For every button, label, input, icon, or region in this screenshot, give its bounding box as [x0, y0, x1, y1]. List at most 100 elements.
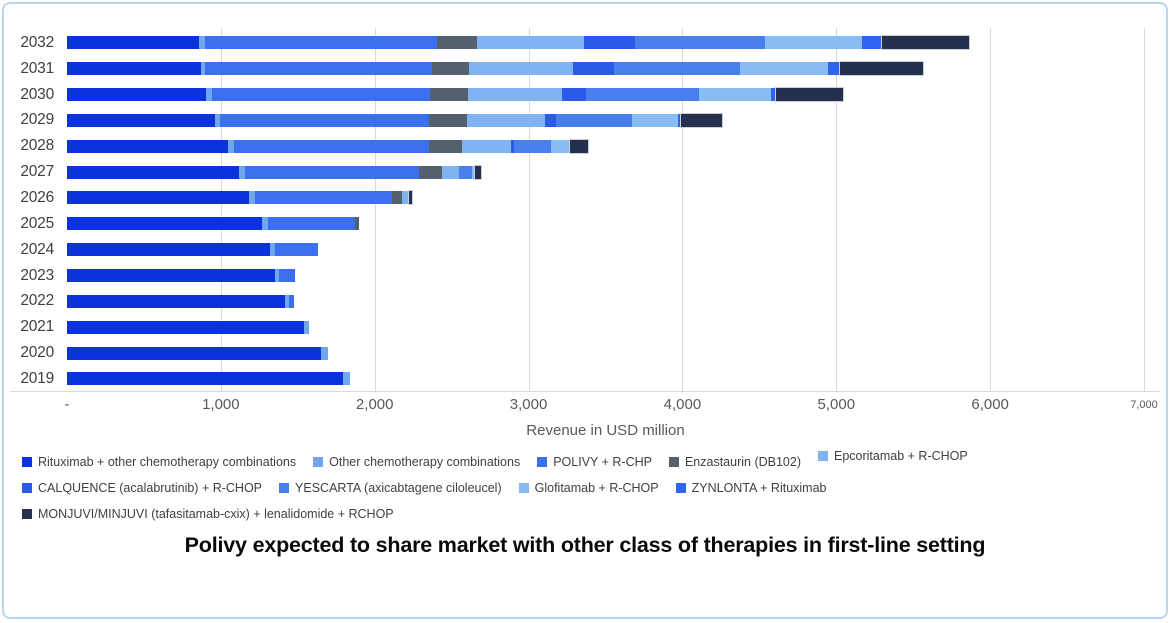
- legend-row: Rituximab + other chemotherapy combinati…: [22, 449, 1148, 469]
- bar-segment: [419, 165, 442, 179]
- gridline: [990, 28, 992, 392]
- bar-segment: [545, 113, 557, 127]
- bar-segment: [469, 62, 574, 76]
- plot-area: 2032 2031 2030 2029 2028 2027 2026 2025 2024 2023…: [4, 28, 1166, 392]
- bar-segment: [200, 62, 206, 76]
- bar-segment: [320, 346, 328, 360]
- bar-segment: [430, 88, 468, 102]
- bar-segment: [67, 62, 201, 76]
- bar-segment: [467, 113, 546, 127]
- bar-track: [67, 36, 1144, 50]
- y-axis-label: 2020: [20, 344, 54, 362]
- bar-segment: [550, 139, 571, 153]
- bar-segment: [477, 36, 584, 50]
- bar-segment: [680, 113, 722, 127]
- bar-segment: [392, 191, 403, 205]
- y-axis-label: 2021: [20, 318, 54, 336]
- bar-segment: [303, 320, 310, 334]
- legend-label: Enzastaurin (DB102): [684, 455, 801, 469]
- x-tick-label: 7,000: [1130, 399, 1158, 411]
- bar-row-2029: 2029: [4, 108, 1166, 134]
- bar-row-2024: 2024: [4, 237, 1166, 263]
- bar-track: [67, 320, 1144, 334]
- bar-segment: [67, 294, 285, 308]
- y-axis-label: 2030: [20, 85, 54, 103]
- bar-row-2030: 2030: [4, 82, 1166, 108]
- bar-segment: [429, 139, 462, 153]
- legend-label: Rituximab + other chemotherapy combinati…: [38, 455, 297, 469]
- legend-label: Glofitamab + R-CHOP: [534, 481, 659, 495]
- bar-track: [67, 113, 1144, 127]
- y-axis-label: 2024: [20, 240, 54, 258]
- bar-segment: [467, 88, 563, 102]
- bar-segment: [882, 36, 970, 50]
- bar-row-2028: 2028: [4, 133, 1166, 159]
- legend-item: MONJUVI/MINJUVI (tafasitamab-cxix) + len…: [22, 507, 394, 521]
- legend-item: Enzastaurin (DB102): [668, 455, 801, 469]
- bar-segment: [613, 62, 741, 76]
- bar-segment: [355, 217, 360, 231]
- bar-segment: [284, 294, 290, 308]
- bar-segment: [437, 36, 477, 50]
- y-axis-label: 2025: [20, 214, 54, 232]
- legend-swatch-icon: [518, 483, 529, 493]
- legend-item: Other chemotherapy combinations: [313, 455, 520, 469]
- x-tick-label: 5,000: [817, 396, 856, 413]
- bar-track: [67, 243, 1144, 257]
- legend-swatch-icon: [313, 457, 324, 467]
- bar-segment: [233, 139, 430, 153]
- legend-row: MONJUVI/MINJUVI (tafasitamab-cxix) + len…: [22, 507, 1148, 521]
- bar-row-2020: 2020: [4, 340, 1166, 366]
- bar-segment: [262, 217, 268, 231]
- bar-track: [67, 372, 1144, 386]
- bar-segment: [67, 217, 263, 231]
- y-axis-label: 2031: [20, 59, 54, 77]
- bar-row-2032: 2032: [4, 30, 1166, 56]
- legend-label: ZYNLONTA + Rituximab: [691, 481, 827, 495]
- legend-row: CALQUENCE (acalabrutinib) + R-CHOP YESCAR…: [22, 481, 1148, 495]
- bar-segment: [211, 88, 431, 102]
- gridline: [374, 28, 376, 392]
- bar-row-2031: 2031: [4, 56, 1166, 82]
- bar-row-2019: 2019: [4, 366, 1166, 392]
- gridline: [220, 28, 222, 392]
- legend-label: YESCARTA (axicabtagene ciloleucel): [295, 481, 502, 495]
- bar-segment: [402, 191, 410, 205]
- x-axis-ticks: - 1,000 2,000 3,000 4,000 5,000 6,000 7,000: [65, 392, 1158, 414]
- y-axis-label: 2022: [20, 292, 54, 310]
- legend-item: YESCARTA (axicabtagene ciloleucel): [279, 481, 502, 495]
- x-axis-line: [10, 391, 1160, 392]
- x-tick-label: 3,000: [509, 396, 548, 413]
- bar-segment: [199, 36, 205, 50]
- bar-segment: [274, 269, 280, 283]
- bar-track: [67, 269, 1144, 283]
- x-tick-label: 1,000: [202, 396, 240, 413]
- y-axis-label: 2029: [20, 111, 54, 129]
- bar-segment: [67, 346, 321, 360]
- bar-segment: [255, 191, 393, 205]
- legend-label: Other chemotherapy combinations: [329, 455, 521, 469]
- x-tick-label: 2,000: [355, 396, 394, 413]
- gridline: [836, 28, 838, 392]
- legend-swatch-icon: [668, 457, 679, 467]
- chart-title: Polivy expected to share market with oth…: [184, 533, 986, 557]
- bar-segment: [249, 191, 256, 205]
- bar-segment: [67, 165, 240, 179]
- y-axis-label: 2028: [20, 137, 54, 155]
- bar-row-2022: 2022: [4, 288, 1166, 314]
- bar-segment: [827, 62, 841, 76]
- bar-segment: [573, 62, 614, 76]
- legend-swatch-icon: [818, 451, 828, 461]
- bar-segment: [245, 165, 420, 179]
- bar-segment: [67, 269, 275, 283]
- bar-segment: [583, 36, 635, 50]
- legend-item: Glofitamab + R-CHOP: [518, 481, 659, 495]
- bar-segment: [270, 243, 275, 257]
- bar-segment: [67, 372, 344, 386]
- y-axis-label: 2027: [20, 163, 54, 181]
- legend-label: Epcoritamab + R-CHOP: [834, 449, 968, 463]
- legend-swatch-icon: [22, 509, 32, 519]
- gridline: [682, 28, 684, 392]
- bar-segment: [67, 320, 304, 334]
- gridlines: [67, 28, 1145, 392]
